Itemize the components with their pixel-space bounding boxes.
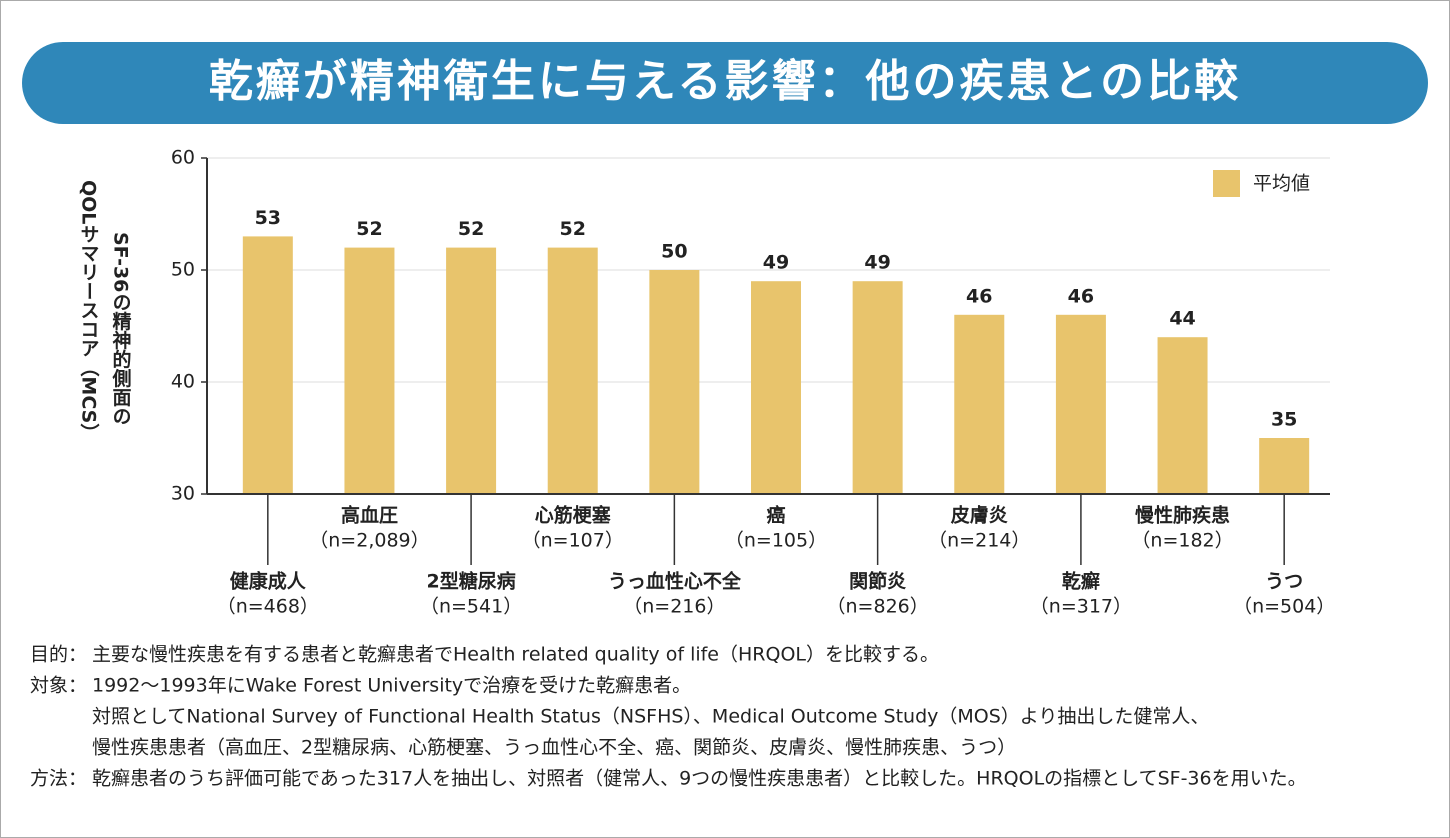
x-tick-label: 心筋梗塞: [535, 504, 612, 527]
value-label: 53: [255, 207, 281, 229]
value-label: 52: [356, 218, 382, 240]
value-label: 50: [661, 241, 687, 263]
note-label: 対象：: [30, 675, 87, 697]
x-tick-note: （n=826）: [827, 596, 929, 618]
y-axis-label: QOLサマリースコア（MCS）: [78, 180, 100, 442]
bar: [751, 281, 801, 494]
bar: [1259, 438, 1310, 494]
bar: [446, 247, 497, 494]
value-label: 52: [458, 218, 484, 240]
x-tick-label: 癌: [766, 504, 785, 527]
x-tick-note: （n=2,089）: [309, 530, 429, 552]
bar: [649, 270, 700, 494]
y-tick-label: 50: [171, 259, 195, 281]
chart-title: 乾癬が精神衛生に与える影響：他の疾患との比較: [209, 56, 1241, 107]
value-label: 35: [1271, 409, 1297, 431]
bar: [1157, 337, 1208, 494]
y-axis-label: SF-36の精神的側面の: [110, 232, 133, 425]
x-tick-note: （n=214）: [928, 530, 1030, 552]
note-text: 対照としてNational Survey of Functional Healt…: [92, 706, 1209, 728]
x-tick-note: （n=105）: [725, 530, 827, 552]
value-label: 49: [864, 252, 890, 274]
x-tick-note: （n=541）: [420, 596, 522, 618]
bar: [954, 314, 1005, 494]
y-tick-label: 40: [171, 371, 195, 393]
value-label: 49: [763, 252, 789, 274]
x-tick-label: うっ血性心不全: [608, 570, 742, 593]
value-label: 52: [560, 218, 586, 240]
note-text: 主要な慢性疾患を有する患者と乾癬患者でHealth related qualit…: [92, 644, 939, 666]
y-tick-label: 30: [171, 483, 195, 505]
x-tick-label: うつ: [1265, 571, 1303, 593]
y-tick-label: 60: [171, 147, 195, 169]
legend-swatch: [1213, 170, 1240, 197]
x-tick-label: 高血圧: [341, 504, 398, 527]
note-label: 方法：: [30, 768, 87, 790]
x-tick-note: （n=468）: [217, 596, 319, 618]
x-tick-label: 慢性肺疾患: [1135, 504, 1230, 527]
x-tick-note: （n=504）: [1233, 596, 1335, 618]
bar: [1055, 314, 1106, 494]
value-label: 46: [1068, 285, 1094, 307]
bar: [547, 247, 598, 494]
title-banner: [22, 42, 1428, 124]
note-text: 1992～1993年にWake Forest Universityで治療を受けた…: [92, 675, 691, 697]
x-tick-label: 乾癬: [1062, 570, 1100, 593]
x-tick-note: （n=216）: [623, 596, 725, 618]
x-tick-label: 健康成人: [230, 570, 307, 593]
bar: [852, 281, 903, 494]
value-label: 44: [1169, 308, 1195, 330]
x-tick-note: （n=317）: [1030, 596, 1132, 618]
bar: [344, 247, 395, 494]
legend-label: 平均値: [1253, 173, 1310, 195]
x-tick-label: 2型糖尿病: [426, 570, 515, 593]
note-text: 慢性疾患患者（高血圧、2型糖尿病、心筋梗塞、うっ血性心不全、癌、関節炎、皮膚炎、…: [92, 737, 1016, 759]
x-tick-label: 関節炎: [849, 570, 906, 593]
x-tick-note: （n=182）: [1131, 530, 1233, 552]
x-tick-note: （n=107）: [522, 530, 624, 552]
x-tick-label: 皮膚炎: [951, 504, 1008, 527]
value-label: 46: [966, 285, 992, 307]
bar: [242, 236, 293, 494]
note-text: 乾癬患者のうち評価可能であった317人を抽出し、対照者（健常人、9つの慢性疾患患…: [92, 768, 1307, 790]
note-label: 目的：: [30, 644, 87, 666]
